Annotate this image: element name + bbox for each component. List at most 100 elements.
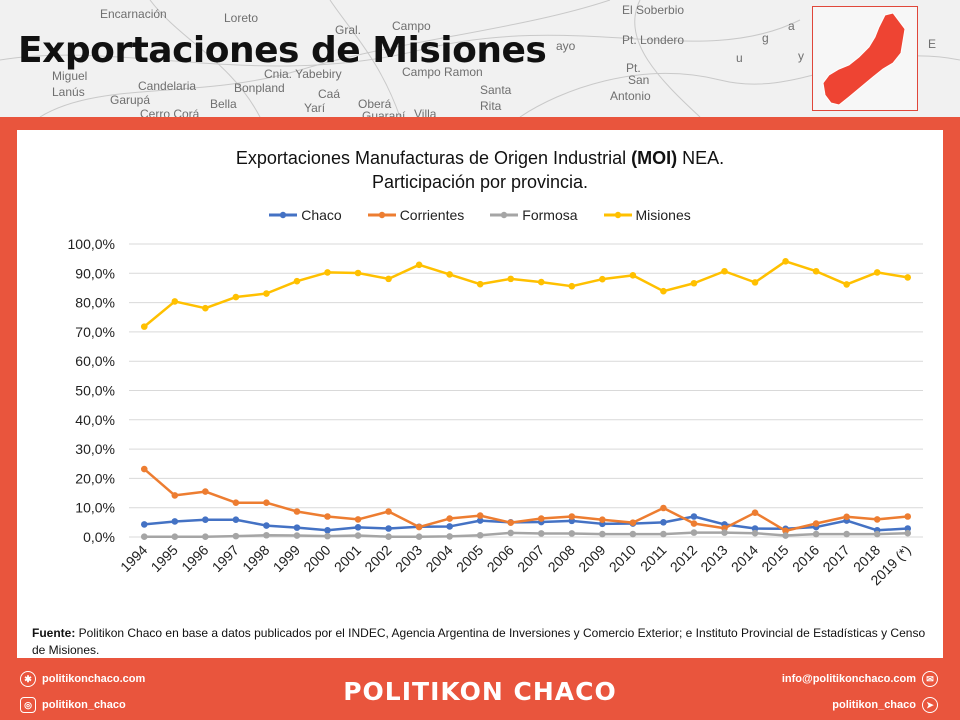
data-point xyxy=(507,529,515,537)
chart-panel: Exportaciones Manufacturas de Origen Ind… xyxy=(17,130,943,658)
map-label: Gral. xyxy=(335,23,361,37)
data-point xyxy=(232,293,240,301)
data-point xyxy=(385,275,392,283)
data-point xyxy=(476,280,484,288)
map-label: Campo Ramon xyxy=(402,65,483,79)
data-point xyxy=(507,275,515,283)
footer-email-text: info@politikonchaco.com xyxy=(781,673,916,685)
legend-swatch xyxy=(490,211,519,219)
data-point xyxy=(415,261,423,269)
data-point xyxy=(812,530,820,538)
data-point xyxy=(812,267,820,275)
data-point xyxy=(751,529,759,537)
footer: ✱ politikonchaco.com ◎ politikon_chaco P… xyxy=(0,665,960,720)
data-point xyxy=(385,525,392,532)
data-point xyxy=(843,513,850,521)
y-tick-label: 60,0% xyxy=(75,353,115,369)
legend-swatch xyxy=(269,211,298,219)
data-point xyxy=(354,532,362,539)
chart-title-suffix: NEA. xyxy=(677,148,725,168)
data-point xyxy=(415,523,423,531)
brand-logo: POLITIKON CHACO xyxy=(343,677,617,706)
data-point xyxy=(324,269,331,276)
data-point xyxy=(507,519,515,526)
line-chart: 0,0% 10,0% 20,0% 30,0% 40,0% 50,0% 60,0% 70,0% 8… xyxy=(68,236,923,588)
map-label: Lanús xyxy=(52,85,85,99)
x-tick-label: 2014 xyxy=(728,542,761,575)
footer-email[interactable]: info@politikonchaco.com ✉ xyxy=(782,671,938,687)
x-tick-label: 2005 xyxy=(453,542,486,575)
map-label: Miguel xyxy=(52,69,87,83)
legend-label: Formosa xyxy=(522,207,578,223)
data-point xyxy=(385,508,392,515)
chart-subtitle: Participación por provincia. xyxy=(371,172,589,192)
data-point xyxy=(202,488,209,495)
data-point xyxy=(904,513,912,520)
legend-item: Formosa xyxy=(490,206,578,224)
x-tick-label: 2002 xyxy=(361,542,394,575)
x-tick-label: 2003 xyxy=(392,542,425,575)
data-point xyxy=(476,531,484,539)
data-point xyxy=(629,519,637,526)
data-point xyxy=(721,529,728,536)
data-point xyxy=(415,533,423,541)
data-point xyxy=(202,304,209,312)
source-label: Fuente: xyxy=(32,626,76,640)
y-tick-label: 20,0% xyxy=(75,470,115,486)
data-point xyxy=(324,532,331,540)
footer-twitter-text: politikon_chaco xyxy=(832,699,916,711)
data-point xyxy=(354,524,362,531)
x-tick-label: 2012 xyxy=(667,542,700,575)
data-point xyxy=(629,272,637,279)
x-tick-label: 2016 xyxy=(789,542,822,575)
legend-item: Chaco xyxy=(269,206,342,224)
data-point xyxy=(171,533,179,541)
footer-website[interactable]: ✱ politikonchaco.com xyxy=(20,671,145,687)
data-point xyxy=(446,515,453,522)
x-tick-label: 2010 xyxy=(606,542,639,575)
map-label: Bella xyxy=(210,97,237,111)
data-point xyxy=(690,529,698,536)
data-point xyxy=(599,275,606,283)
x-tick-label: 2017 xyxy=(819,542,852,575)
data-point xyxy=(843,530,850,538)
data-point xyxy=(568,282,576,290)
legend-label: Misiones xyxy=(635,207,691,223)
data-point xyxy=(751,279,759,286)
data-point xyxy=(568,513,576,520)
data-point xyxy=(293,532,301,539)
series-line-corrientes xyxy=(143,468,908,533)
map-label: Pt. xyxy=(626,61,641,75)
x-tick-label: 1996 xyxy=(178,542,211,575)
legend-swatch xyxy=(367,211,396,219)
data-point xyxy=(354,269,362,277)
footer-twitter[interactable]: politikon_chaco ➤ xyxy=(832,697,938,713)
x-tick-label: 2011 xyxy=(637,542,670,575)
data-point xyxy=(446,271,453,278)
data-point xyxy=(293,277,301,285)
data-point xyxy=(202,533,209,541)
legend-item: Misiones xyxy=(603,206,691,224)
data-point xyxy=(140,533,148,541)
legend-swatch xyxy=(603,211,632,219)
y-tick-label: 10,0% xyxy=(75,500,115,516)
data-point xyxy=(599,516,606,524)
x-tick-label: 2015 xyxy=(758,542,791,575)
map-label: Bonpland xyxy=(234,81,285,95)
data-point xyxy=(171,298,179,305)
x-tick-label: 2007 xyxy=(514,542,547,575)
x-tick-label: 1998 xyxy=(239,542,272,575)
data-point xyxy=(782,257,789,265)
legend-label: Corrientes xyxy=(399,207,465,223)
footer-instagram[interactable]: ◎ politikon_chaco xyxy=(20,697,126,713)
x-tick-label: 2013 xyxy=(697,542,730,575)
y-tick-label: 100,0% xyxy=(68,236,115,252)
map-label: Cnia. Yabebiry xyxy=(264,67,342,81)
data-point xyxy=(721,267,728,275)
globe-icon: ✱ xyxy=(20,671,36,687)
map-label: u xyxy=(736,51,743,65)
data-point xyxy=(904,529,912,537)
y-tick-label: 80,0% xyxy=(75,295,115,311)
x-tick-label: 1999 xyxy=(270,542,303,575)
x-tick-label: 1997 xyxy=(209,542,242,575)
